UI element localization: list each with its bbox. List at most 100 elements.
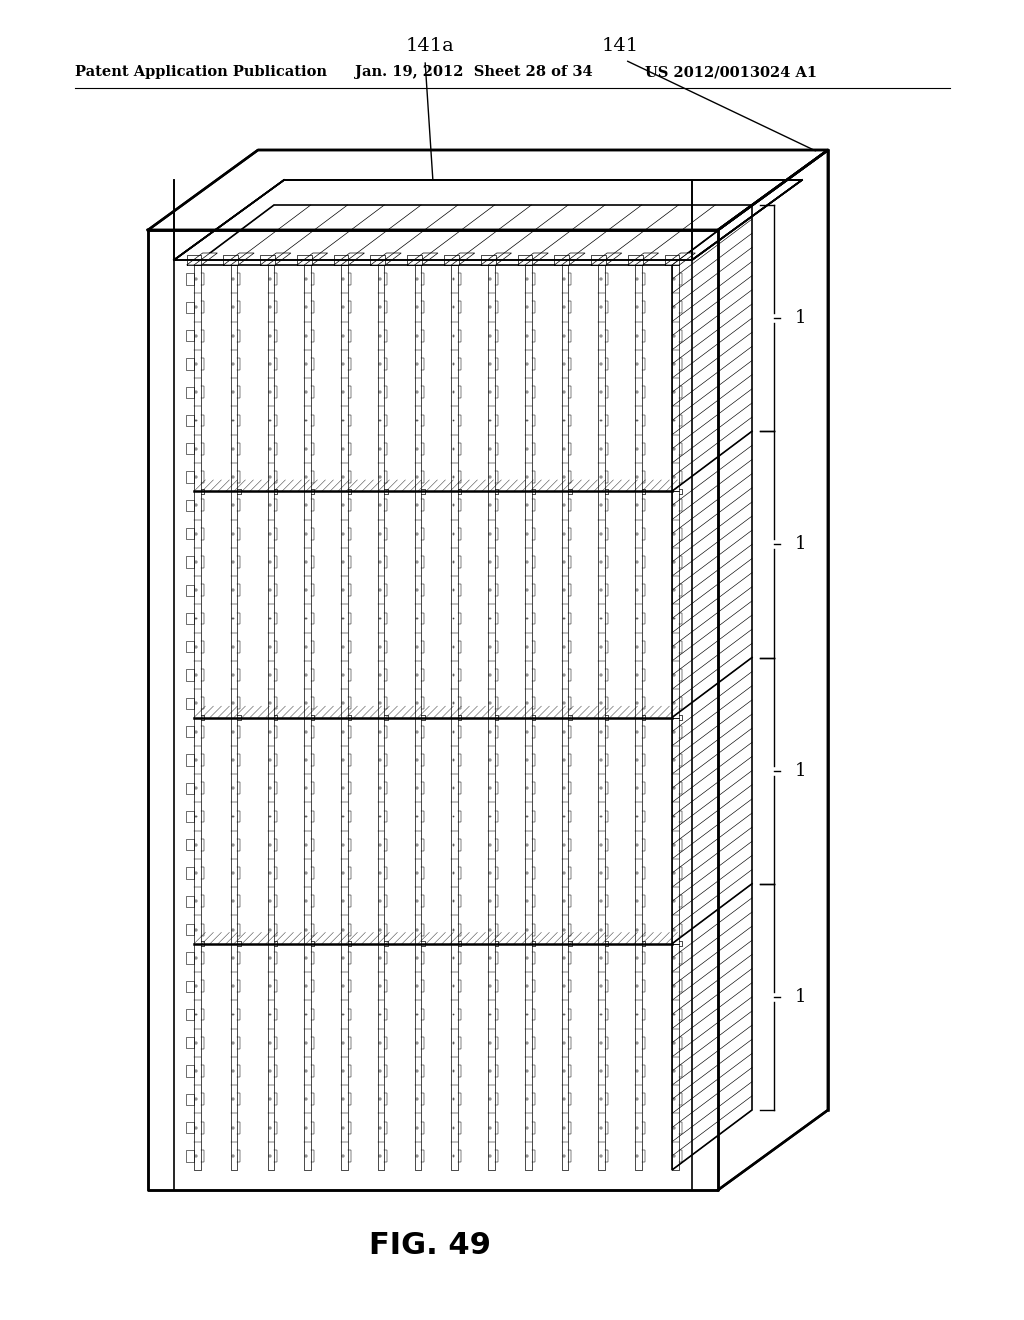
Bar <box>637 447 638 450</box>
Bar <box>379 1155 381 1156</box>
Bar <box>416 929 418 931</box>
Bar <box>637 985 638 987</box>
Bar <box>600 363 601 364</box>
Bar <box>453 279 455 280</box>
Bar <box>526 447 528 450</box>
Bar <box>563 873 565 874</box>
Bar <box>186 952 194 964</box>
Bar <box>196 504 197 507</box>
Bar <box>637 1098 638 1101</box>
Bar <box>673 900 675 903</box>
Bar <box>416 533 418 535</box>
Bar <box>379 1127 381 1129</box>
Bar <box>268 702 270 705</box>
Bar <box>186 500 194 511</box>
Bar <box>342 589 344 591</box>
Bar <box>600 420 601 421</box>
Bar <box>196 1098 197 1101</box>
Bar <box>232 985 233 987</box>
Bar <box>563 843 565 846</box>
Bar <box>489 1127 492 1129</box>
Bar <box>186 1150 194 1162</box>
Bar <box>416 1071 418 1072</box>
Bar <box>416 645 418 648</box>
Bar <box>489 873 492 874</box>
Bar <box>637 1071 638 1072</box>
Bar <box>453 675 455 676</box>
Bar <box>186 556 194 568</box>
Bar <box>232 447 233 450</box>
Bar <box>305 306 307 309</box>
Bar <box>186 924 194 936</box>
Bar <box>563 675 565 676</box>
Bar <box>305 1041 307 1044</box>
Bar <box>305 447 307 450</box>
Bar <box>563 645 565 648</box>
Bar <box>489 675 492 676</box>
Bar <box>489 363 492 364</box>
Polygon shape <box>672 205 752 1170</box>
Polygon shape <box>186 253 217 265</box>
Bar <box>268 675 270 676</box>
Bar <box>186 642 194 652</box>
Bar <box>379 1098 381 1101</box>
Bar <box>196 873 197 874</box>
Bar <box>196 420 197 421</box>
Bar <box>489 1041 492 1044</box>
Bar <box>637 504 638 507</box>
Bar <box>489 618 492 619</box>
Bar <box>489 1155 492 1156</box>
Bar <box>600 1155 601 1156</box>
Bar <box>563 618 565 619</box>
Bar <box>186 1094 194 1105</box>
Bar <box>232 533 233 535</box>
Bar <box>673 335 675 337</box>
Bar <box>526 306 528 309</box>
Bar <box>600 873 601 874</box>
Bar <box>305 589 307 591</box>
Bar <box>305 335 307 337</box>
Bar <box>268 787 270 789</box>
Bar <box>453 477 455 478</box>
Bar <box>489 533 492 535</box>
Bar <box>416 1041 418 1044</box>
Bar <box>453 985 455 987</box>
Bar <box>563 1098 565 1101</box>
Bar <box>196 447 197 450</box>
Bar <box>342 675 344 676</box>
Bar <box>232 787 233 789</box>
Bar <box>232 589 233 591</box>
Bar <box>637 900 638 903</box>
Bar <box>637 561 638 562</box>
Bar <box>489 477 492 478</box>
Bar <box>196 589 197 591</box>
Bar <box>673 504 675 507</box>
Bar <box>637 816 638 817</box>
Bar <box>673 561 675 562</box>
Bar <box>196 306 197 309</box>
Bar <box>563 279 565 280</box>
Bar <box>342 504 344 507</box>
Bar <box>489 929 492 931</box>
Bar <box>268 929 270 931</box>
Bar <box>489 589 492 591</box>
Bar <box>305 702 307 705</box>
Bar <box>186 471 194 483</box>
Bar <box>379 618 381 619</box>
Bar <box>637 957 638 958</box>
Bar <box>453 1041 455 1044</box>
Bar <box>379 957 381 958</box>
Bar <box>563 816 565 817</box>
Bar <box>232 957 233 958</box>
Bar <box>196 477 197 478</box>
Bar <box>379 391 381 393</box>
Bar <box>416 1127 418 1129</box>
Bar <box>379 759 381 760</box>
Bar <box>379 363 381 364</box>
Bar <box>268 420 270 421</box>
Bar <box>453 589 455 591</box>
Bar <box>673 645 675 648</box>
Bar <box>379 702 381 705</box>
Bar <box>416 335 418 337</box>
Bar <box>379 447 381 450</box>
